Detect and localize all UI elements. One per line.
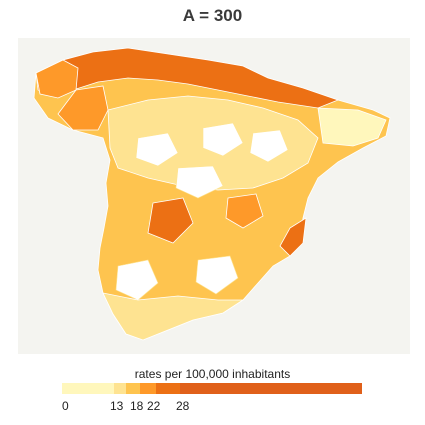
region-south (102, 292, 245, 341)
region-white-4 (175, 165, 224, 199)
legend-label-2: 18 (130, 399, 144, 413)
title-value: 300 (213, 6, 243, 25)
region-northwest-inland (57, 85, 109, 131)
legend-swatch-5 (180, 383, 362, 394)
title-prefix: A = (182, 6, 214, 25)
legend-swatch-3 (140, 383, 156, 394)
region-white-6 (195, 255, 239, 295)
legend-label-0: 0 (62, 399, 69, 413)
legend-swatch-2 (126, 383, 140, 394)
choropleth-map (33, 47, 391, 341)
legend-label-4: 28 (176, 399, 190, 413)
region-east-coast (279, 217, 307, 257)
region-north-coast (35, 47, 340, 109)
legend-label-1: 13 (110, 399, 124, 413)
region-white-1 (135, 132, 179, 167)
legend-label-3: 22 (147, 399, 161, 413)
map-panel (18, 38, 410, 354)
legend-swatch-1 (114, 383, 126, 394)
region-galicia (35, 59, 79, 99)
region-white-2 (202, 122, 244, 157)
legend-swatch-4 (156, 383, 180, 394)
region-northeast (317, 107, 387, 147)
legend-swatch-0 (62, 383, 114, 394)
region-white-3 (249, 129, 289, 163)
region-white-5 (115, 259, 159, 301)
legend-title: rates per 100,000 inhabitants (134, 367, 291, 381)
map-title: A = 300 (0, 6, 425, 26)
region-center-dark (147, 197, 194, 244)
region-center-dark-2 (225, 193, 264, 229)
